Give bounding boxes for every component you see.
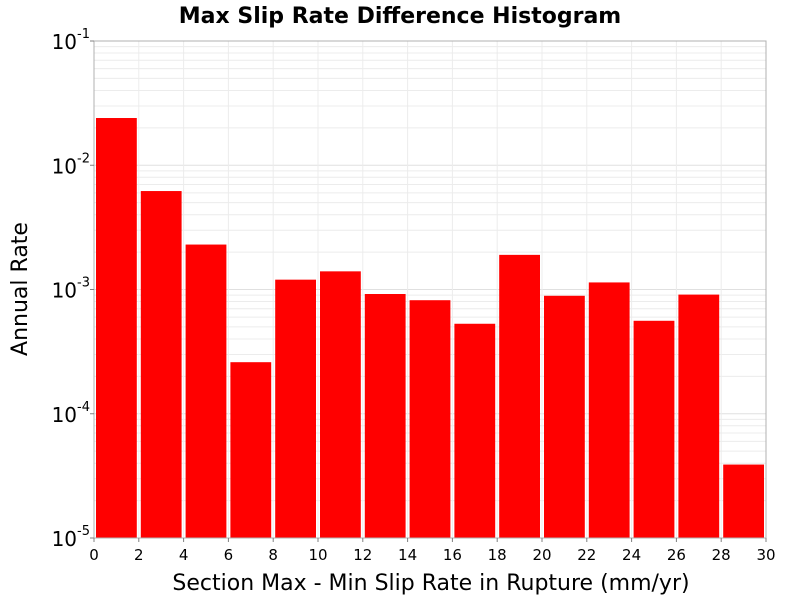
x-tick-label: 12 xyxy=(353,546,372,564)
x-axis-ticks: 0 2 4 6 8 10 12 14 16 18 20 22 24 26 28 30 xyxy=(89,538,776,564)
x-tick-label: 4 xyxy=(179,546,189,564)
x-tick-label: 8 xyxy=(268,546,278,564)
x-tick-label: 2 xyxy=(134,546,144,564)
histogram-bar xyxy=(96,118,137,538)
x-tick-label: 26 xyxy=(667,546,686,564)
bar-series xyxy=(96,118,764,539)
x-tick-label: 30 xyxy=(756,546,775,564)
y-axis-ticks: 10-5 10-4 10-3 10-2 10-1 xyxy=(52,27,94,551)
histogram-bar xyxy=(185,244,227,539)
x-tick-label: 10 xyxy=(308,546,327,564)
histogram-bar xyxy=(454,323,496,538)
histogram-bar xyxy=(544,295,585,538)
histogram-bar xyxy=(723,464,764,538)
histogram-bar xyxy=(364,293,406,538)
x-tick-label: 18 xyxy=(488,546,507,564)
chart-title: Max Slip Rate Difference Histogram xyxy=(179,4,621,29)
x-tick-label: 6 xyxy=(224,546,234,564)
histogram-bar xyxy=(275,279,316,538)
x-tick-label: 22 xyxy=(577,546,596,564)
y-tick-label: 10-1 xyxy=(52,27,90,54)
histogram-bar xyxy=(409,300,451,538)
y-axis-label: Annual Rate xyxy=(8,222,33,356)
x-tick-label: 14 xyxy=(398,546,417,564)
x-tick-label: 28 xyxy=(712,546,731,564)
x-tick-label: 24 xyxy=(622,546,641,564)
histogram-bar xyxy=(320,271,361,538)
y-tick-label: 10-2 xyxy=(52,151,90,178)
y-tick-label: 10-4 xyxy=(52,400,90,427)
x-axis-label: Section Max - Min Slip Rate in Rupture (… xyxy=(172,571,689,596)
x-tick-label: 20 xyxy=(532,546,551,564)
histogram-bar xyxy=(230,362,272,538)
y-tick-label: 10-5 xyxy=(52,524,90,551)
x-tick-label: 16 xyxy=(443,546,462,564)
histogram-bar xyxy=(633,320,675,538)
x-tick-label: 0 xyxy=(89,546,99,564)
histogram-bar xyxy=(140,191,182,538)
histogram-bar xyxy=(678,294,720,538)
histogram-bar xyxy=(588,282,630,538)
histogram-bar xyxy=(499,254,540,538)
y-tick-label: 10-3 xyxy=(52,276,90,303)
